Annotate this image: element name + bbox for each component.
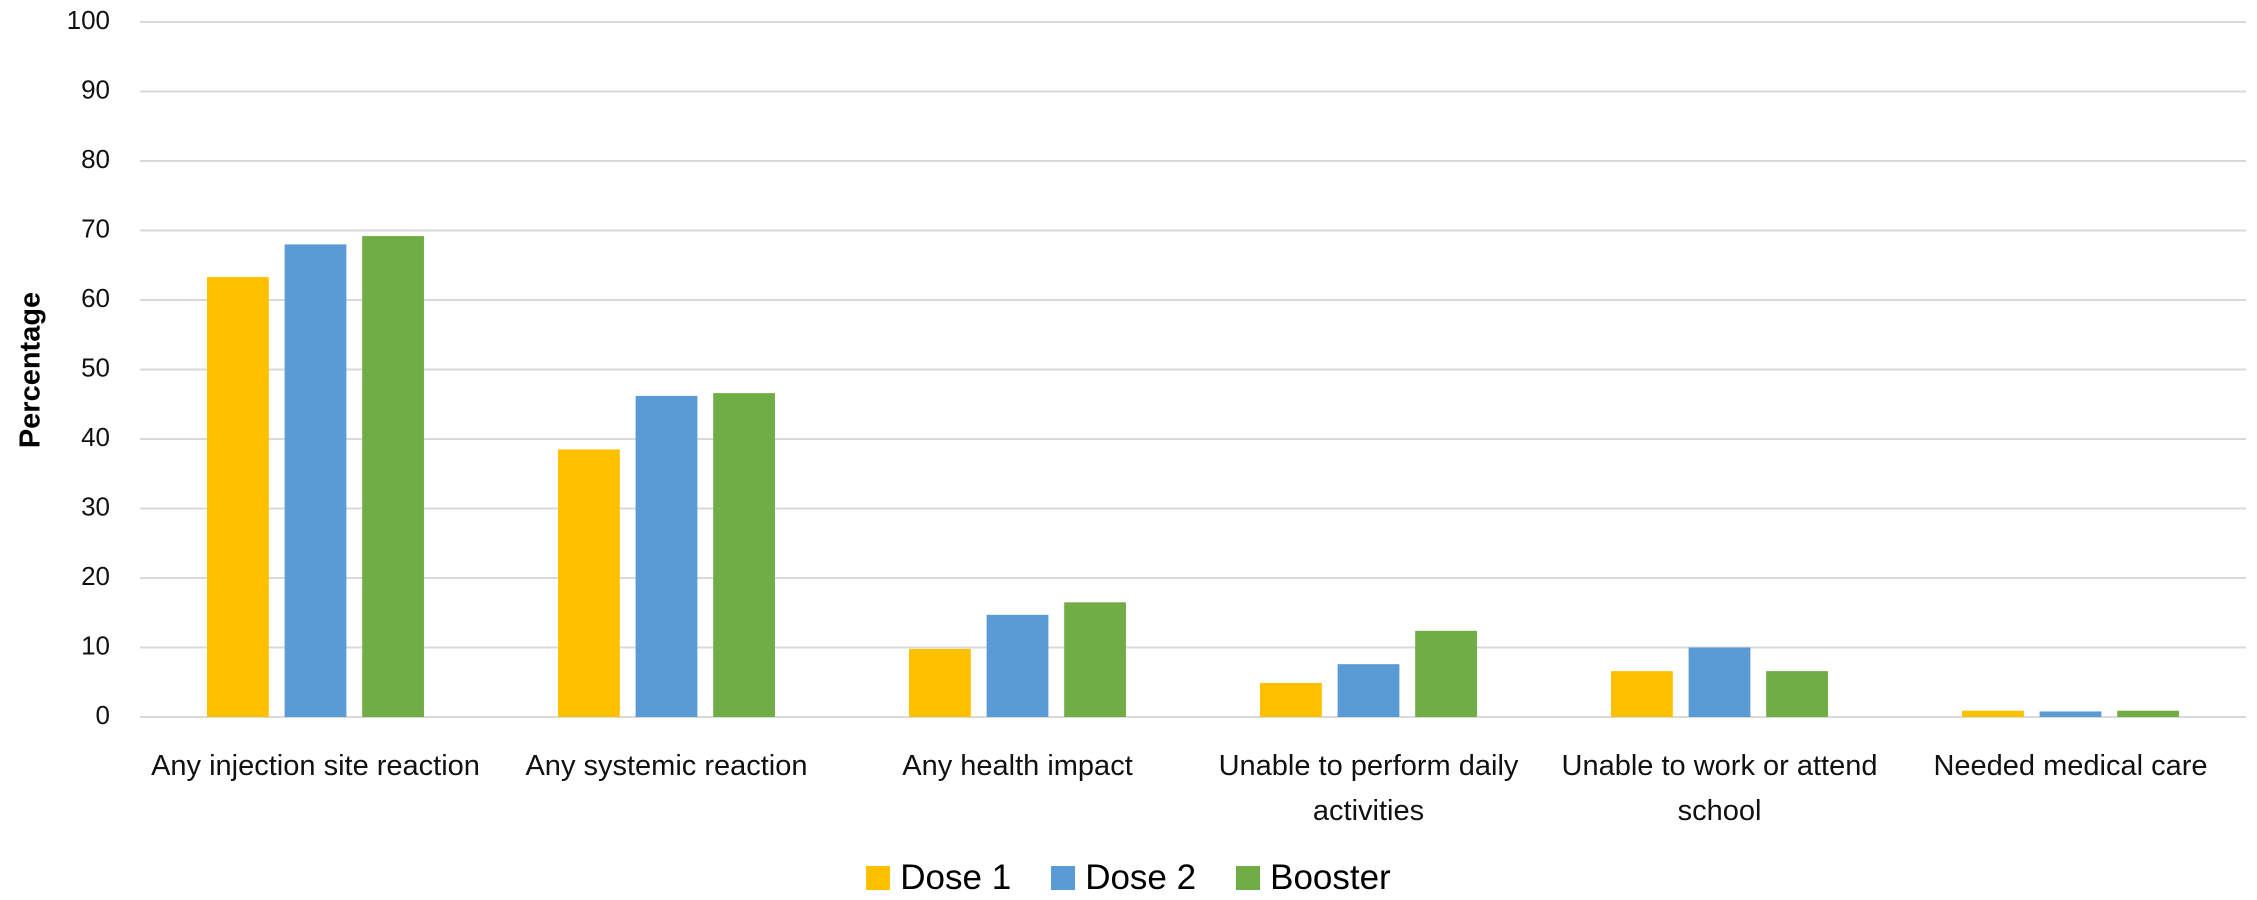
y-tick-label: 10 (81, 630, 110, 660)
y-axis-label: Percentage (15, 292, 47, 448)
bar (1064, 602, 1126, 717)
legend-swatch (1051, 866, 1076, 890)
y-tick-label: 70 (81, 213, 110, 243)
bar (1611, 671, 1673, 717)
x-tick-label: Needed medical care (1933, 750, 2208, 782)
bar (1962, 710, 2024, 717)
legend-swatch (1236, 866, 1261, 890)
bar (1260, 682, 1322, 717)
bar (1688, 647, 1751, 717)
y-tick-label: 90 (81, 74, 110, 104)
bar (284, 244, 347, 717)
legend-label: Booster (1270, 858, 1391, 897)
y-tick-label: 0 (96, 700, 110, 730)
bar (1766, 671, 1828, 717)
y-tick-label: 30 (81, 491, 110, 521)
bar (909, 648, 971, 717)
y-tick-label: 100 (67, 5, 110, 35)
legend-item: Dose 1 (866, 858, 1011, 898)
legend: Dose 1 Dose 2 Booster (0, 858, 2257, 898)
bar (2039, 711, 2102, 717)
x-tick-label: Unable to work or attend school (1561, 750, 1878, 827)
bar (713, 393, 775, 717)
legend-label: Dose 1 (900, 858, 1012, 897)
legend-item: Dose 2 (1051, 858, 1196, 898)
bar (362, 236, 424, 717)
legend-item: Booster (1236, 858, 1391, 898)
x-tick-label: Any systemic reaction (525, 750, 808, 782)
bar (635, 395, 698, 717)
y-tick-label: 50 (81, 352, 110, 382)
x-tick-label: Any injection site reaction (151, 750, 480, 782)
y-tick-label: 60 (81, 283, 110, 313)
y-tick-label: 20 (81, 561, 110, 591)
bar (558, 449, 620, 717)
x-tick-label: Any health impact (902, 750, 1133, 782)
bar (2117, 710, 2179, 717)
y-tick-label: 80 (81, 144, 110, 174)
y-tick-label: 40 (81, 422, 110, 452)
bar (986, 614, 1049, 717)
legend-swatch (866, 866, 891, 890)
bar (1415, 630, 1477, 717)
x-tick-label: Unable to perform daily activities (1218, 750, 1519, 827)
bar (207, 277, 269, 717)
bar (1337, 664, 1400, 717)
legend-label: Dose 2 (1085, 858, 1197, 897)
